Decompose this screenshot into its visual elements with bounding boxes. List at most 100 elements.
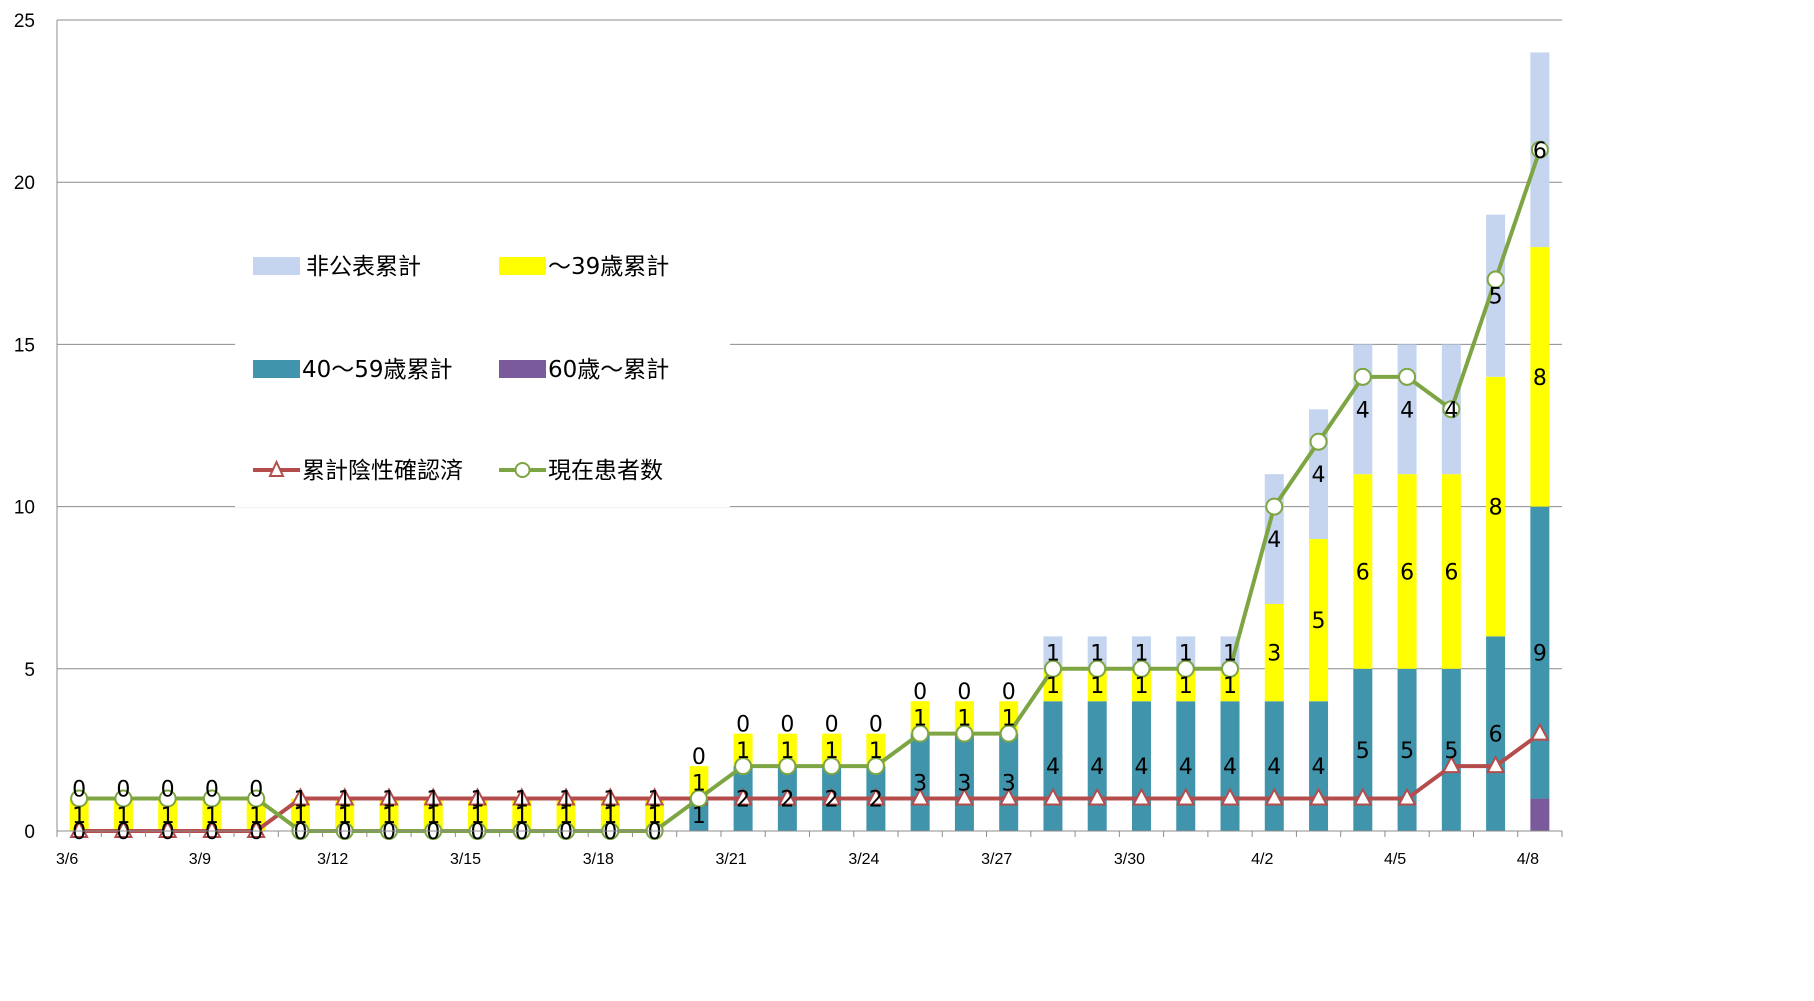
y-tick-label: 20	[14, 173, 35, 194]
legend-label-60plus: 60歳～累計	[548, 357, 669, 383]
bar-segment	[689, 798, 709, 831]
line-point	[1220, 787, 1240, 806]
bar-data-label: 2	[780, 788, 794, 813]
bar-segment	[1486, 214, 1506, 377]
bar-segment	[645, 798, 665, 831]
bar-data-label: 4	[1267, 528, 1281, 553]
x-tick-label: 4/2	[1251, 851, 1273, 868]
bar-data-label: 5	[1489, 285, 1503, 310]
line-point	[1485, 754, 1506, 774]
line-point	[1486, 270, 1505, 289]
bar-data-label: 1	[1090, 642, 1104, 667]
line-data-label: 0	[72, 820, 86, 845]
bar-segment	[1353, 474, 1373, 669]
line-point	[157, 819, 178, 838]
x-tick-label: 4/5	[1384, 851, 1406, 868]
bar-segment	[1486, 376, 1506, 637]
bar-data-label: 8	[1489, 496, 1503, 521]
x-tick-label: 3/6	[56, 851, 78, 868]
bar-segment	[1131, 668, 1151, 702]
legend-swatch-60plus	[499, 360, 546, 378]
line-data-label: 0	[648, 820, 662, 845]
bar-data-label: 0	[205, 778, 219, 803]
bar-data-label: 1	[1046, 674, 1060, 699]
bar-data-label: 0	[249, 778, 263, 803]
bar-data-label: 5	[1356, 739, 1370, 764]
line-point	[1176, 659, 1195, 678]
line-data-label: 0	[249, 820, 263, 845]
bar-segment	[1397, 474, 1417, 669]
x-tick-label: 3/27	[981, 851, 1012, 868]
line-point	[113, 819, 134, 838]
bar-data-label: 3	[1267, 642, 1281, 667]
bar-data-label: 1	[338, 804, 352, 829]
line-data-label: 1	[382, 788, 396, 813]
legend-item-unpublished: 非公表累計	[253, 254, 421, 280]
x-tick-label: 3/12	[317, 851, 348, 868]
bar-segment	[1264, 603, 1284, 702]
line-point	[1131, 787, 1152, 806]
line-data-label: 1	[293, 788, 307, 813]
bar-data-label: 6	[1400, 560, 1414, 585]
x-tick-label: 3/21	[716, 851, 747, 868]
line-point	[247, 789, 266, 808]
bar-segment	[777, 733, 797, 767]
legend-label-negative: 累計陰性確認済	[302, 458, 463, 484]
bar-segment	[954, 701, 974, 734]
bar-data-label: 1	[736, 739, 750, 764]
legend-label-40to59: 40～59歳累計	[302, 357, 453, 383]
x-tick-label: 4/8	[1517, 851, 1539, 868]
line-data-label: 1	[471, 788, 485, 813]
bar-segment	[910, 733, 930, 831]
bar-segment	[1353, 668, 1373, 831]
bar-data-label: 2	[869, 788, 883, 813]
line-point	[778, 757, 797, 776]
bar-data-label: 1	[72, 804, 86, 829]
bar-segment	[1441, 474, 1461, 669]
bar-data-label: 1	[1134, 674, 1148, 699]
legend: 非公表累計 ～39歳累計 40～59歳累計 60歳～累計 累計陰性確認済	[253, 254, 669, 484]
bar-segment	[999, 733, 1019, 831]
bar-data-label: 1	[913, 706, 927, 731]
bar-data-label: 8	[1533, 366, 1547, 391]
bar-data-label: 0	[780, 713, 794, 738]
bar-segment	[1220, 668, 1240, 702]
bar-segment	[910, 701, 930, 734]
bar-data-label: 0	[161, 778, 175, 803]
bar-data-label: 6	[1444, 560, 1458, 585]
legend-label-unpublished: 非公表累計	[306, 254, 421, 280]
bar-data-label: 3	[957, 771, 971, 796]
bar-data-label: 1	[382, 804, 396, 829]
line-point	[158, 789, 177, 808]
bar-segment	[1530, 506, 1550, 799]
line-point	[954, 787, 975, 806]
line-point	[1441, 754, 1462, 774]
y-tick-label: 0	[24, 822, 35, 843]
y-tick-label: 10	[14, 498, 35, 519]
line-data-label: 1	[648, 788, 662, 813]
line-point	[866, 787, 886, 806]
line-point	[822, 757, 841, 776]
bar-segment	[1397, 668, 1417, 831]
bar-data-label: 1	[293, 804, 307, 829]
bar-segment	[468, 798, 488, 831]
line-point	[114, 789, 133, 808]
bar-data-label: 1	[825, 739, 839, 764]
bar-segment	[335, 798, 355, 831]
legend-item-under39: ～39歳累計	[499, 254, 669, 280]
line-point	[246, 819, 266, 838]
bar-segment	[113, 798, 133, 831]
line-data-label: 0	[471, 820, 485, 845]
legend-item-40to59: 40～59歳累計	[253, 357, 453, 383]
line-data-label: 0	[559, 820, 573, 845]
bar-data-label: 4	[1356, 398, 1370, 423]
line-point	[955, 724, 974, 743]
bar-data-label: 4	[1267, 755, 1281, 780]
bar-data-label: 4	[1444, 398, 1458, 423]
bar-data-label: 5	[1444, 739, 1458, 764]
bar-data-label: 1	[692, 804, 706, 829]
bar-segment	[1043, 636, 1063, 669]
bar-data-label: 2	[736, 788, 750, 813]
